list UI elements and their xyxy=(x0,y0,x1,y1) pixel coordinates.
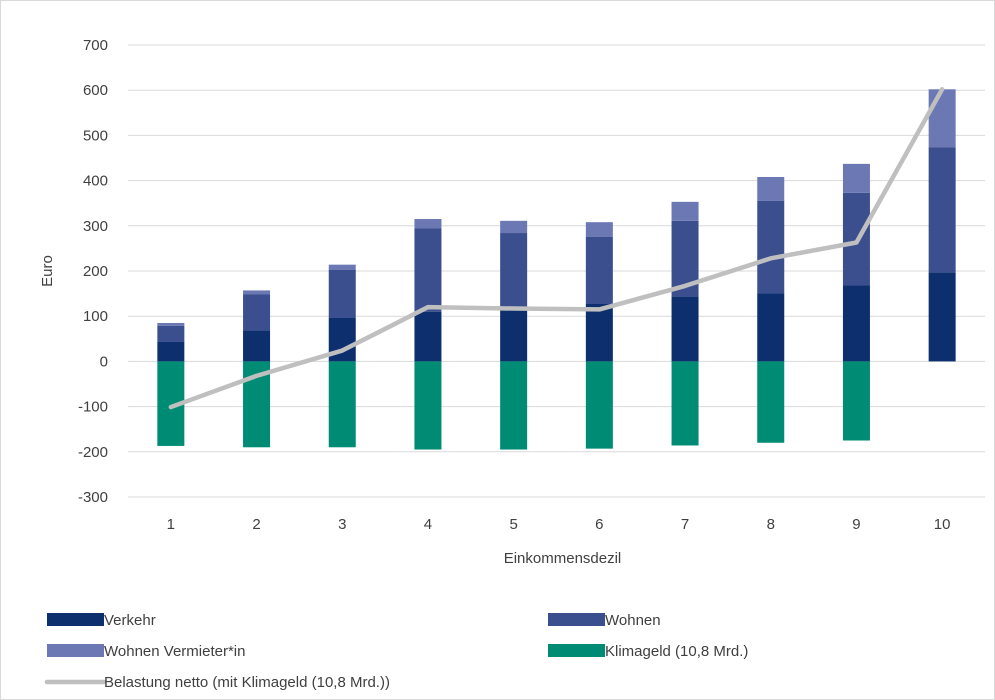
y-tick-label: 700 xyxy=(83,37,108,54)
bar-wohnen-3 xyxy=(328,269,356,319)
legend-label: Wohnen xyxy=(605,612,661,629)
legend-label: Verkehr xyxy=(104,612,156,629)
legend-swatch xyxy=(47,644,104,657)
y-tick-label: -200 xyxy=(78,444,108,461)
legend-item: Wohnen Vermieter*in xyxy=(47,643,245,660)
bar-wohnen-1 xyxy=(157,325,185,342)
bar-wohnen-vermieter-in-3 xyxy=(328,264,356,270)
x-tick-label: 8 xyxy=(767,516,775,533)
bar-wohnen-vermieter-in-5 xyxy=(500,220,528,234)
bar-wohnen-10 xyxy=(928,147,956,273)
x-tick-label: 4 xyxy=(424,516,432,533)
bar-wohnen-5 xyxy=(500,233,528,309)
bar-wohnen-2 xyxy=(243,294,271,331)
y-tick-label: 400 xyxy=(83,173,108,190)
bar-verkehr-7 xyxy=(671,296,699,362)
bar-verkehr-5 xyxy=(500,308,528,362)
y-tick-label: 0 xyxy=(100,353,108,370)
x-tick-label: 3 xyxy=(338,516,346,533)
legend-label: Klimageld (10,8 Mrd.) xyxy=(605,643,748,660)
bar-wohnen-vermieter-in-10 xyxy=(928,89,956,148)
y-tick-label: 200 xyxy=(83,263,108,280)
y-tick-label: 300 xyxy=(83,218,108,235)
bar-wohnen-vermieter-in-6 xyxy=(585,222,613,237)
bar-wohnen-vermieter-in-2 xyxy=(243,290,271,295)
bar-klimageld-10-8-mrd-4 xyxy=(414,361,442,450)
x-tick-labels: 1 2 3 4 5 6 7 8 9 10 xyxy=(167,516,951,533)
y-tick-label: 600 xyxy=(83,82,108,99)
x-tick-label: 6 xyxy=(595,516,603,533)
gridlines xyxy=(128,44,985,498)
bar-wohnen-vermieter-in-9 xyxy=(842,163,870,193)
x-tick-label: 9 xyxy=(852,516,860,533)
bar-verkehr-4 xyxy=(414,311,442,362)
legend-item: Verkehr xyxy=(47,612,156,629)
bar-klimageld-10-8-mrd-8 xyxy=(757,361,785,443)
y-tick-label: -100 xyxy=(78,399,108,416)
bar-verkehr-6 xyxy=(585,303,613,362)
legend-swatch xyxy=(47,613,104,626)
bar-wohnen-vermieter-in-4 xyxy=(414,219,442,229)
legend-label: Wohnen Vermieter*in xyxy=(104,643,245,660)
x-tick-label: 10 xyxy=(934,516,951,533)
legend-label: Belastung netto (mit Klimageld (10,8 Mrd… xyxy=(104,674,390,691)
x-tick-label: 5 xyxy=(509,516,517,533)
legend-item: Klimageld (10,8 Mrd.) xyxy=(548,643,748,660)
x-axis-label: Einkommensdezil xyxy=(504,550,622,567)
legend: Verkehr Wohnen Wohnen Vermieter*in Klimagel… xyxy=(44,612,748,691)
bar-wohnen-vermieter-in-1 xyxy=(157,322,185,326)
bar-wohnen-4 xyxy=(414,228,442,312)
legend-item: Wohnen xyxy=(548,612,661,629)
x-tick-label: 2 xyxy=(252,516,260,533)
bar-klimageld-10-8-mrd-6 xyxy=(585,361,613,449)
bar-klimageld-10-8-mrd-7 xyxy=(671,361,699,446)
x-tick-label: 7 xyxy=(681,516,689,533)
legend-swatch xyxy=(548,644,605,657)
y-tick-label: 500 xyxy=(83,127,108,144)
y-tick-labels: 700 600 500 400 300 200 100 0 -100 -200 -300 xyxy=(78,37,108,506)
bar-klimageld-10-8-mrd-3 xyxy=(328,361,356,448)
bar-wohnen-vermieter-in-8 xyxy=(757,176,785,201)
bar-wohnen-vermieter-in-7 xyxy=(671,201,699,221)
x-tick-label: 1 xyxy=(167,516,175,533)
bar-verkehr-10 xyxy=(928,272,956,362)
bar-verkehr-2 xyxy=(243,330,271,362)
bar-klimageld-10-8-mrd-5 xyxy=(500,361,528,450)
bar-wohnen-8 xyxy=(757,200,785,294)
y-tick-label: 100 xyxy=(83,308,108,325)
net-line xyxy=(168,87,945,410)
bar-verkehr-9 xyxy=(842,285,870,362)
bar-klimageld-10-8-mrd-9 xyxy=(842,361,870,441)
y-tick-label: -300 xyxy=(78,489,108,506)
net-burden-line xyxy=(168,87,945,410)
legend-item: Belastung netto (mit Klimageld (10,8 Mrd… xyxy=(44,674,390,691)
bars xyxy=(157,89,956,450)
bar-verkehr-1 xyxy=(157,341,185,362)
legend-swatch xyxy=(548,613,605,626)
bar-wohnen-6 xyxy=(585,236,613,304)
bar-verkehr-8 xyxy=(757,293,785,362)
y-axis-label: Euro xyxy=(39,255,56,287)
